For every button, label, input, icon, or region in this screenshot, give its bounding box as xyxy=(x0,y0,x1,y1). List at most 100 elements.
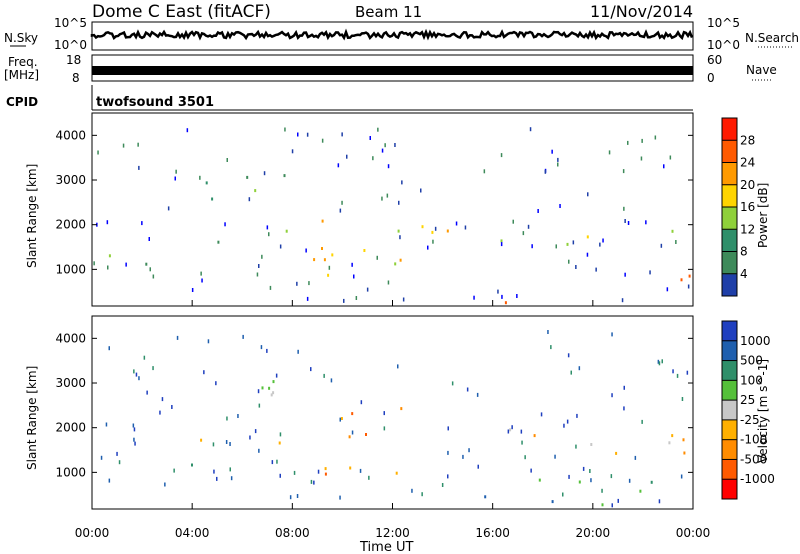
velocity-speckle xyxy=(590,478,592,483)
velocity-speckle xyxy=(323,373,325,378)
velocity-speckle xyxy=(468,448,470,453)
velocity-cell xyxy=(395,471,398,475)
power-speckle xyxy=(167,206,170,211)
power-cell xyxy=(313,258,316,262)
power-speckle xyxy=(125,262,127,267)
power-cell xyxy=(500,239,503,243)
velocity-speckle xyxy=(617,498,619,503)
power-colorbar: 4 8 12 16 20 24 28 xyxy=(721,117,755,297)
velocity-speckle xyxy=(466,387,469,392)
velocity-speckle xyxy=(641,419,643,424)
power-speckle xyxy=(291,149,294,154)
power-colorbar-segment xyxy=(722,273,737,297)
velocity-speckle xyxy=(610,474,613,479)
power-cell xyxy=(254,189,257,193)
velocity-cell xyxy=(200,438,203,442)
power-speckle xyxy=(366,287,369,292)
power-speckle xyxy=(473,295,475,300)
power-speckle xyxy=(141,221,143,226)
power-ytick-label: 4000 xyxy=(55,128,86,142)
noise-left-label: N.Sky xyxy=(4,31,38,45)
power-speckle xyxy=(608,150,611,155)
velocity-speckle xyxy=(133,427,136,432)
velocity-speckle xyxy=(171,405,173,409)
velocity-speckle xyxy=(680,474,683,479)
power-speckle xyxy=(308,281,310,286)
power-speckle xyxy=(296,281,298,286)
velocity-speckle xyxy=(310,479,313,484)
velocity-speckle xyxy=(133,437,135,442)
velocity-speckle xyxy=(676,373,679,378)
power-speckle xyxy=(623,206,625,211)
velocity-cell xyxy=(639,489,642,493)
velocity-speckle xyxy=(611,393,613,398)
power-cell xyxy=(688,274,691,278)
velocity-speckle xyxy=(339,417,341,422)
power-speckle xyxy=(500,153,503,158)
power-speckle xyxy=(305,248,307,253)
power-speckle xyxy=(501,294,503,299)
power-speckle xyxy=(201,278,203,283)
power-speckle xyxy=(186,128,189,133)
power-speckle xyxy=(321,138,324,143)
power-speckle xyxy=(328,265,331,270)
power-speckle xyxy=(372,156,374,161)
power-speckle xyxy=(602,238,604,243)
power-speckle xyxy=(516,294,518,298)
power-speckle xyxy=(148,237,150,241)
power-speckle xyxy=(587,192,589,197)
power-speckle xyxy=(258,264,260,268)
power-speckle xyxy=(398,200,400,205)
power-cell xyxy=(566,242,569,246)
beam-label: Beam 11 xyxy=(355,3,422,21)
power-ytick-label: 1000 xyxy=(55,262,86,276)
power-speckle xyxy=(266,225,269,230)
velocity-speckle xyxy=(634,455,637,460)
power-speckle xyxy=(199,175,201,180)
power-speckle xyxy=(666,287,669,292)
velocity-speckle xyxy=(570,370,572,375)
velocity-speckle xyxy=(589,469,591,473)
power-speckle xyxy=(261,254,263,259)
power-speckle xyxy=(599,242,601,247)
velocity-cell xyxy=(668,441,671,445)
power-cell xyxy=(108,254,111,258)
power-speckle xyxy=(297,132,299,137)
time-axis: 00:00 04:00 08:00 12:00 16:00 20:00 00:00 xyxy=(75,300,711,540)
power-speckle xyxy=(497,289,499,294)
velocity-colorbar-tick-label: -25 xyxy=(740,413,760,427)
power-y-axis-label: Slant Range [km] xyxy=(25,164,39,268)
velocity-speckle xyxy=(257,389,260,394)
velocity-cell xyxy=(683,451,686,455)
power-cell xyxy=(323,258,326,262)
velocity-speckle xyxy=(411,488,413,493)
velocity-cell xyxy=(268,386,271,390)
power-speckle xyxy=(306,132,309,137)
velocity-speckle xyxy=(562,492,564,497)
velocity-speckle xyxy=(554,454,556,459)
velocity-speckle xyxy=(271,460,274,465)
velocity-heatmap xyxy=(100,330,689,508)
power-speckle xyxy=(559,204,561,208)
freq-label-line2: [MHz] xyxy=(4,68,39,82)
noise-right-label: N.Search xyxy=(745,31,799,45)
velocity-speckle xyxy=(521,440,523,445)
velocity-speckle xyxy=(135,372,138,377)
velocity-cell xyxy=(400,407,403,411)
velocity-ytick-label: 1000 xyxy=(55,465,86,479)
power-speckle xyxy=(138,165,140,170)
velocity-cell xyxy=(348,435,351,439)
power-speckle xyxy=(353,274,355,279)
velocity-speckle xyxy=(351,430,354,435)
power-speckle xyxy=(284,127,286,132)
velocity-speckle xyxy=(447,474,449,479)
velocity-speckle xyxy=(330,378,333,383)
power-speckle xyxy=(555,244,557,249)
velocity-speckle xyxy=(568,474,570,479)
power-speckle xyxy=(343,298,345,303)
velocity-speckle xyxy=(138,376,140,381)
x-tick-label: 00:00 xyxy=(676,526,711,540)
velocity-cell xyxy=(272,391,275,395)
x-tick-label: 08:00 xyxy=(275,526,310,540)
power-speckle xyxy=(527,224,530,229)
